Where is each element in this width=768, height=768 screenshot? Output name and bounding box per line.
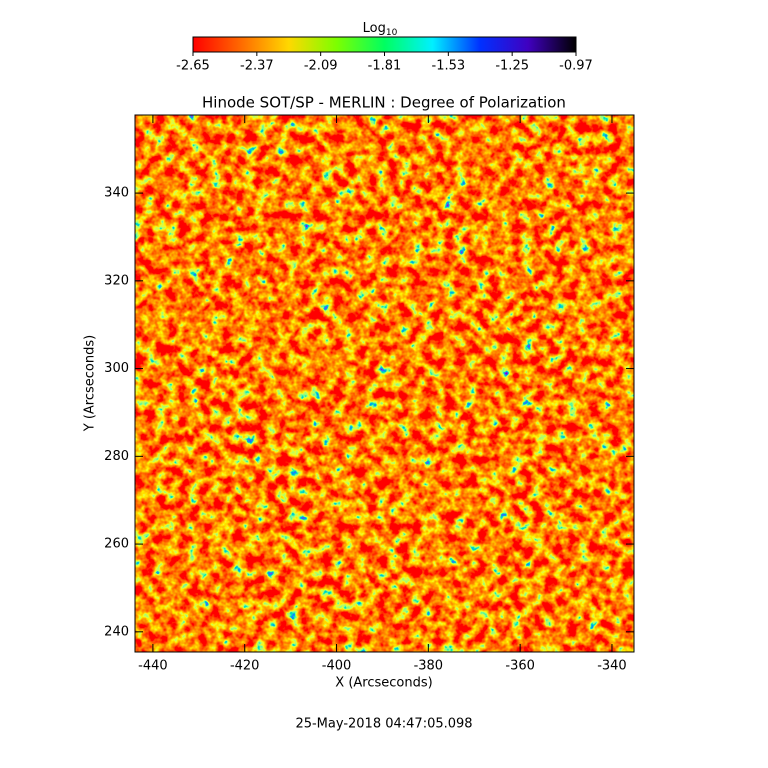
- y-tick-label: 320: [104, 273, 129, 288]
- x-axis-label: X (Arcseconds): [335, 676, 432, 691]
- colorbar-tick-label: -2.09: [304, 59, 338, 74]
- colorbar-tick-label: -1.25: [495, 59, 529, 74]
- y-axis-label: Y (Arcseconds): [83, 335, 98, 432]
- x-tick-label: -440: [138, 659, 168, 674]
- y-tick-label: 340: [104, 186, 129, 201]
- colorbar-tick-label: -2.37: [240, 59, 274, 74]
- colorbar-tick-label: -0.97: [559, 59, 593, 74]
- y-tick-label: 280: [104, 449, 129, 464]
- plot-frame: [134, 114, 635, 653]
- x-tick-label: -400: [322, 659, 352, 674]
- chart-title: Hinode SOT/SP - MERLIN : Degree of Polar…: [202, 94, 566, 112]
- timestamp: 25-May-2018 04:47:05.098: [295, 717, 472, 732]
- x-tick-label: -420: [230, 659, 260, 674]
- y-tick-label: 240: [104, 624, 129, 639]
- image: [135, 115, 634, 652]
- y-tick-label: 260: [104, 537, 129, 552]
- colorbar-label: Log10: [363, 21, 398, 38]
- x-tick-label: -340: [597, 659, 627, 674]
- colorbar-tick-label: -2.65: [176, 59, 210, 74]
- x-tick-label: -360: [505, 659, 535, 674]
- x-tick-label: -380: [414, 659, 444, 674]
- colorbar: [192, 36, 577, 53]
- y-tick-label: 300: [104, 361, 129, 376]
- colorbar-tick-label: -1.81: [368, 59, 402, 74]
- colorbar-tick-label: -1.53: [432, 59, 466, 74]
